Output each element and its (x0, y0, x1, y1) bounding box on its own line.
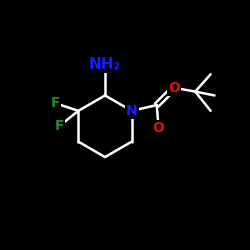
Text: O: O (153, 121, 164, 135)
Text: N: N (126, 104, 138, 118)
Text: O: O (168, 81, 180, 95)
Text: F: F (54, 119, 64, 133)
Text: NH₂: NH₂ (89, 57, 121, 72)
Text: F: F (50, 96, 60, 110)
